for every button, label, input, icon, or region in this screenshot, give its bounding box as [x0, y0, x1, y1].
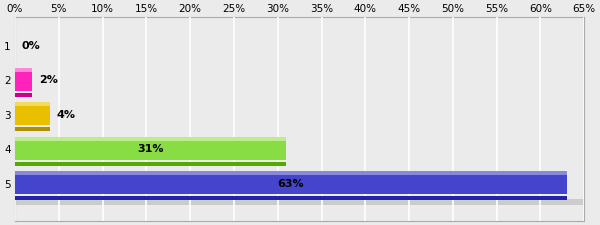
- Bar: [15, 162, 286, 166]
- Bar: [15, 171, 567, 175]
- Bar: [15, 102, 50, 106]
- Text: 0%: 0%: [22, 41, 41, 51]
- Bar: [15, 137, 286, 141]
- Bar: [15, 93, 32, 97]
- Bar: [15, 139, 286, 160]
- Bar: [15, 68, 32, 72]
- Text: 63%: 63%: [278, 179, 304, 189]
- Bar: [15, 173, 567, 194]
- Bar: [15, 70, 32, 91]
- Text: 2%: 2%: [40, 75, 58, 85]
- Bar: [15, 199, 584, 205]
- Bar: [15, 196, 567, 200]
- Bar: [15, 104, 50, 125]
- Bar: [15, 127, 50, 131]
- Text: 31%: 31%: [137, 144, 164, 154]
- Text: 4%: 4%: [57, 110, 76, 120]
